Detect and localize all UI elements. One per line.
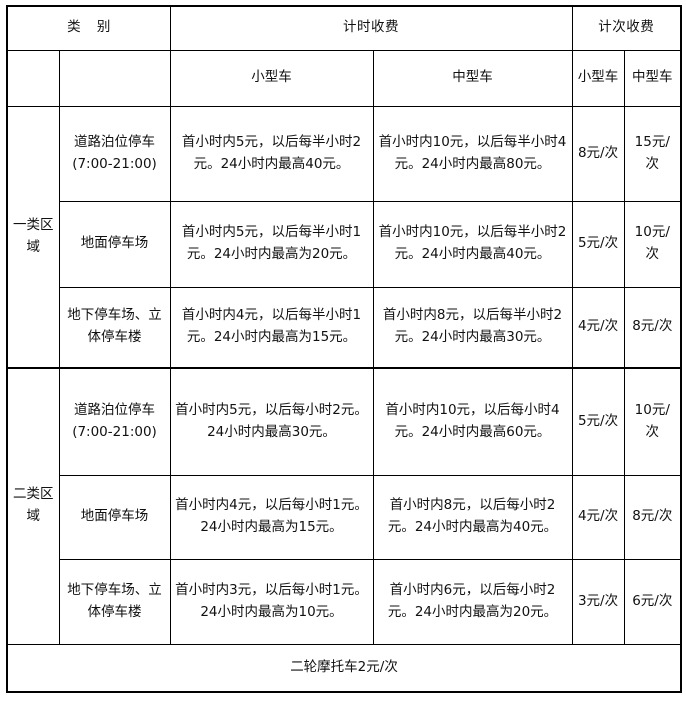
header-per-time-mid-vehicle: 中型车 xyxy=(623,49,682,107)
table-row: 地下停车场、立体停车楼 首小时内3元，以后每小时1元。24小时内最高为10元。 … xyxy=(7,558,682,645)
kind-label: 地面停车场 xyxy=(58,200,171,288)
per-time-small-fee: 3元/次 xyxy=(571,558,625,645)
kind-label: 地下停车场、立体停车楼 xyxy=(58,286,171,369)
kind-label: 道路泊位停车 (7:00-21:00) xyxy=(58,367,171,476)
header-row-main: 类 别 计时收费 计次收费 xyxy=(6,5,682,51)
kind-label: 地下停车场、立体停车楼 xyxy=(58,558,171,645)
hourly-mid-fee: 首小时内10元，以后每半小时4元。24小时内最高80元。 xyxy=(372,105,573,202)
header-sub-blank-kind xyxy=(58,49,171,107)
header-per-time-small-vehicle: 小型车 xyxy=(571,49,625,107)
hourly-mid-fee: 首小时内8元，以后每小时2元。24小时内最高为40元。 xyxy=(372,474,573,560)
per-time-small-fee: 8元/次 xyxy=(571,105,625,202)
kind-label: 地面停车场 xyxy=(58,474,171,560)
hourly-small-fee: 首小时内5元，以后每半小时2元。24小时内最高40元。 xyxy=(169,105,374,202)
header-hourly-small-vehicle: 小型车 xyxy=(169,49,374,107)
zone-label-2: 二类区域 xyxy=(6,367,60,645)
per-time-mid-fee: 15元/次 xyxy=(623,105,682,202)
per-time-mid-fee: 6元/次 xyxy=(623,558,682,645)
hourly-mid-fee: 首小时内6元，以后每小时2元。24小时内最高为20元。 xyxy=(372,558,573,645)
hourly-small-fee: 首小时内4元，以后每半小时1元。24小时内最高为15元。 xyxy=(169,286,374,369)
table-row: 地面停车场 首小时内5元，以后每半小时1元。24小时内最高为20元。 首小时内1… xyxy=(7,200,682,288)
per-time-mid-fee: 8元/次 xyxy=(623,474,682,560)
motorcycle-fee-note: 二轮摩托车2元/次 xyxy=(6,643,682,692)
per-time-mid-fee: 8元/次 xyxy=(623,286,682,369)
header-sub-blank-zone xyxy=(6,49,60,107)
parking-fee-table: 类 别 计时收费 计次收费 小型车 中型车 小型车 中型车 一类区域 道路泊位停… xyxy=(6,5,683,693)
hourly-small-fee: 首小时内4元，以后每小时1元。24小时内最高为15元。 xyxy=(169,474,374,560)
header-category: 类 别 xyxy=(6,5,171,51)
per-time-small-fee: 5元/次 xyxy=(571,200,625,288)
hourly-mid-fee: 首小时内10元，以后每小时4元。24小时内最高60元。 xyxy=(372,367,573,476)
table-row: 地下停车场、立体停车楼 首小时内4元，以后每半小时1元。24小时内最高为15元。… xyxy=(7,286,682,369)
table-footer-row: 二轮摩托车2元/次 xyxy=(6,643,682,692)
header-hourly-mid-vehicle: 中型车 xyxy=(372,49,573,107)
kind-label: 道路泊位停车 (7:00-21:00) xyxy=(58,105,171,202)
hourly-small-fee: 首小时内5元，以后每半小时1元。24小时内最高为20元。 xyxy=(169,200,374,288)
header-per-time-charge: 计次收费 xyxy=(571,5,682,51)
hourly-small-fee: 首小时内5元，以后每小时2元。24小时内最高30元。 xyxy=(169,367,374,476)
table-row: 地面停车场 首小时内4元，以后每小时1元。24小时内最高为15元。 首小时内8元… xyxy=(7,474,682,560)
table-header: 类 别 计时收费 计次收费 小型车 中型车 小型车 中型车 xyxy=(6,5,682,107)
header-hourly-charge: 计时收费 xyxy=(169,5,573,51)
hourly-small-fee: 首小时内3元，以后每小时1元。24小时内最高为10元。 xyxy=(169,558,374,645)
table-row: 二类区域 道路泊位停车 (7:00-21:00) 首小时内5元，以后每小时2元。2… xyxy=(6,367,682,645)
per-time-mid-fee: 10元/次 xyxy=(623,200,682,288)
per-time-mid-fee: 10元/次 xyxy=(623,367,682,476)
hourly-mid-fee: 首小时内8元，以后每半小时2元。24小时内最高30元。 xyxy=(372,286,573,369)
table-body: 一类区域 道路泊位停车 (7:00-21:00) 首小时内5元，以后每半小时2元。… xyxy=(6,105,682,692)
per-time-small-fee: 4元/次 xyxy=(571,474,625,560)
hourly-mid-fee: 首小时内10元，以后每半小时2元。24小时内最高40元。 xyxy=(372,200,573,288)
header-row-sub: 小型车 中型车 小型车 中型车 xyxy=(6,49,682,107)
per-time-small-fee: 5元/次 xyxy=(571,367,625,476)
zone-label-1: 一类区域 xyxy=(6,105,60,369)
table-row: 一类区域 道路泊位停车 (7:00-21:00) 首小时内5元，以后每半小时2元。… xyxy=(6,105,682,369)
per-time-small-fee: 4元/次 xyxy=(571,286,625,369)
